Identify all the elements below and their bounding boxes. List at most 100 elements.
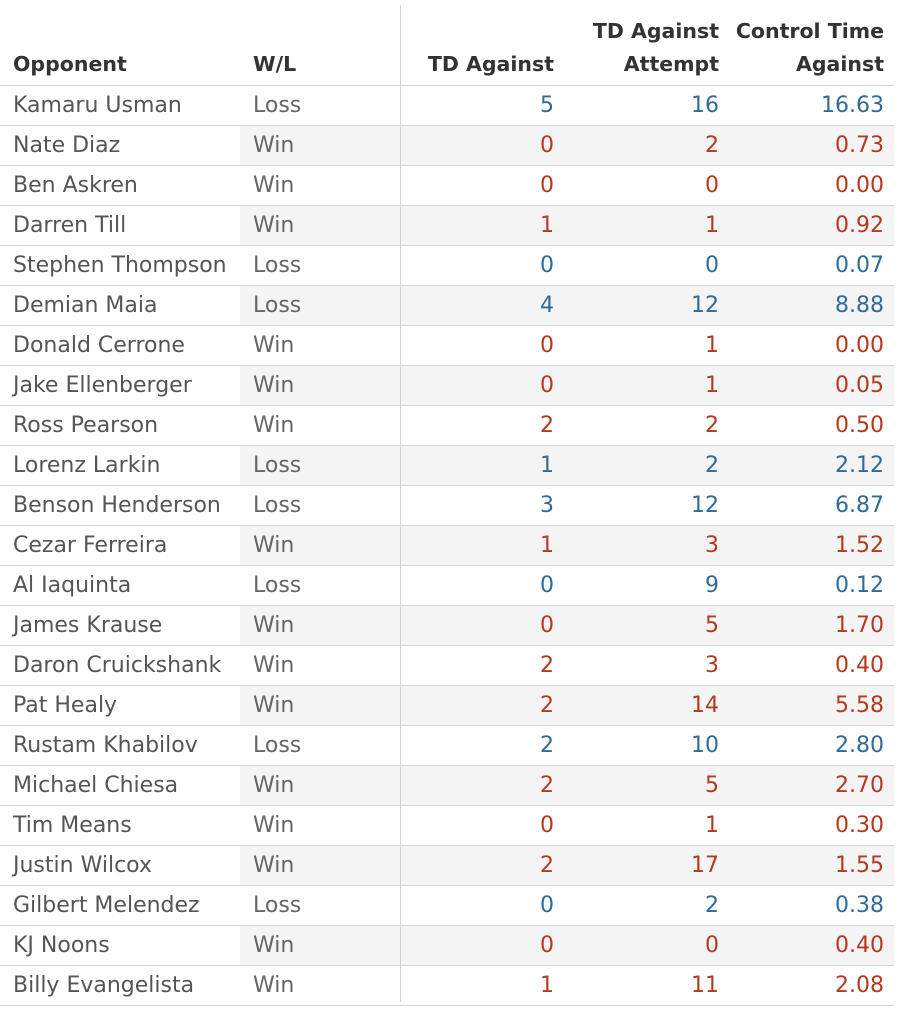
row-band-wl — [240, 366, 400, 405]
cell-wl: Win — [253, 813, 295, 838]
table-row[interactable]: Lorenz Larkin Loss 1 2 2.12 — [0, 446, 894, 486]
table-row[interactable]: Rustam Khabilov Loss 2 10 2.80 — [0, 726, 894, 766]
cell-control-time-against: 5.58 — [835, 693, 884, 718]
table-row[interactable]: Michael Chiesa Win 2 5 2.70 — [0, 766, 894, 806]
row-band-wl — [240, 606, 400, 645]
cell-control-time-against: 8.88 — [835, 293, 884, 318]
cell-td-against-attempt: 5 — [705, 773, 719, 798]
cell-wl: Loss — [253, 573, 302, 598]
header-td-against[interactable]: TD Against — [427, 52, 554, 76]
cell-td-against: 4 — [540, 293, 554, 318]
table-row[interactable]: Darren Till Win 1 1 0.92 — [0, 206, 894, 246]
cell-td-against: 1 — [540, 213, 554, 238]
column-divider — [400, 5, 401, 1002]
table-row[interactable]: Stephen Thompson Loss 0 0 0.07 — [0, 246, 894, 286]
cell-opponent: Nate Diaz — [13, 133, 121, 158]
cell-td-against-attempt: 9 — [705, 573, 719, 598]
header-control-time-line2: Against — [796, 52, 884, 76]
row-band-values — [401, 686, 894, 725]
table-row[interactable]: Ben Askren Win 0 0 0.00 — [0, 166, 894, 206]
cell-td-against: 0 — [540, 173, 554, 198]
table-row[interactable]: Kamaru Usman Loss 5 16 16.63 — [0, 86, 894, 126]
cell-control-time-against: 2.08 — [835, 973, 884, 998]
cell-wl: Win — [253, 933, 295, 958]
cell-control-time-against: 0.38 — [835, 893, 884, 918]
table-row[interactable]: Jake Ellenberger Win 0 1 0.05 — [0, 366, 894, 406]
cell-control-time-against: 2.12 — [835, 453, 884, 478]
cell-opponent: Jake Ellenberger — [13, 373, 192, 398]
row-band-wl — [240, 686, 400, 725]
cell-td-against-attempt: 2 — [705, 453, 719, 478]
cell-opponent: Lorenz Larkin — [13, 453, 161, 478]
table-row[interactable]: James Krause Win 0 5 1.70 — [0, 606, 894, 646]
cell-control-time-against: 0.40 — [835, 653, 884, 678]
cell-opponent: Darren Till — [13, 213, 127, 238]
cell-td-against-attempt: 0 — [705, 253, 719, 278]
cell-opponent: Stephen Thompson — [13, 253, 227, 278]
cell-td-against: 2 — [540, 773, 554, 798]
cell-td-against-attempt: 0 — [705, 173, 719, 198]
table-row[interactable]: Justin Wilcox Win 2 17 1.55 — [0, 846, 894, 886]
cell-opponent: Michael Chiesa — [13, 773, 179, 798]
cell-td-against-attempt: 2 — [705, 413, 719, 438]
table-row[interactable]: Ross Pearson Win 2 2 0.50 — [0, 406, 894, 446]
row-band-wl — [240, 286, 400, 325]
table-row[interactable]: Demian Maia Loss 4 12 8.88 — [0, 286, 894, 326]
table-row[interactable]: Nate Diaz Win 0 2 0.73 — [0, 126, 894, 166]
cell-opponent: Billy Evangelista — [13, 973, 195, 998]
cell-td-against-attempt: 3 — [705, 653, 719, 678]
table-row[interactable]: Cezar Ferreira Win 1 3 1.52 — [0, 526, 894, 566]
cell-opponent: Ben Askren — [13, 173, 138, 198]
cell-control-time-against: 0.12 — [835, 573, 884, 598]
row-band-values — [401, 206, 894, 245]
cell-wl: Loss — [253, 293, 302, 318]
table-row[interactable]: Tim Means Win 0 1 0.30 — [0, 806, 894, 846]
cell-td-against: 0 — [540, 573, 554, 598]
cell-wl: Win — [253, 213, 295, 238]
cell-wl: Win — [253, 773, 295, 798]
cell-control-time-against: 0.05 — [835, 373, 884, 398]
cell-td-against-attempt: 12 — [691, 293, 719, 318]
table-row[interactable]: Al Iaquinta Loss 0 9 0.12 — [0, 566, 894, 606]
cell-td-against-attempt: 3 — [705, 533, 719, 558]
cell-td-against-attempt: 12 — [691, 493, 719, 518]
cell-wl: Win — [253, 173, 295, 198]
cell-td-against-attempt: 5 — [705, 613, 719, 638]
cell-opponent: Demian Maia — [13, 293, 158, 318]
cell-wl: Win — [253, 653, 295, 678]
table-row[interactable]: KJ Noons Win 0 0 0.40 — [0, 926, 894, 966]
header-control-time-against[interactable]: Control Time Against — [736, 15, 884, 81]
cell-td-against: 0 — [540, 133, 554, 158]
cell-td-against: 0 — [540, 253, 554, 278]
cell-td-against: 0 — [540, 893, 554, 918]
cell-td-against: 0 — [540, 613, 554, 638]
cell-control-time-against: 0.50 — [835, 413, 884, 438]
cell-control-time-against: 0.92 — [835, 213, 884, 238]
table-row[interactable]: Billy Evangelista Win 1 11 2.08 — [0, 966, 894, 1006]
header-td-against-attempt[interactable]: TD Against Attempt — [593, 15, 719, 81]
table-row[interactable]: Gilbert Melendez Loss 0 2 0.38 — [0, 886, 894, 926]
table-row[interactable]: Benson Henderson Loss 3 12 6.87 — [0, 486, 894, 526]
cell-opponent: KJ Noons — [13, 933, 110, 958]
cell-control-time-against: 1.70 — [835, 613, 884, 638]
cell-td-against-attempt: 16 — [691, 93, 719, 118]
cell-wl: Win — [253, 133, 295, 158]
cell-opponent: Donald Cerrone — [13, 333, 185, 358]
cell-td-against-attempt: 1 — [705, 813, 719, 838]
cell-wl: Win — [253, 973, 295, 998]
row-band-values — [401, 286, 894, 325]
row-band-wl — [240, 446, 400, 485]
cell-opponent: Ross Pearson — [13, 413, 159, 438]
cell-wl: Loss — [253, 453, 302, 478]
cell-control-time-against: 0.07 — [835, 253, 884, 278]
table-row[interactable]: Donald Cerrone Win 0 1 0.00 — [0, 326, 894, 366]
header-opponent[interactable]: Opponent — [13, 52, 127, 76]
cell-td-against-attempt: 1 — [705, 333, 719, 358]
header-wl[interactable]: W/L — [253, 52, 297, 76]
cell-td-against: 0 — [540, 373, 554, 398]
table-row[interactable]: Pat Healy Win 2 14 5.58 — [0, 686, 894, 726]
row-band-wl — [240, 766, 400, 805]
cell-wl: Loss — [253, 253, 302, 278]
cell-td-against: 2 — [540, 653, 554, 678]
table-row[interactable]: Daron Cruickshank Win 2 3 0.40 — [0, 646, 894, 686]
